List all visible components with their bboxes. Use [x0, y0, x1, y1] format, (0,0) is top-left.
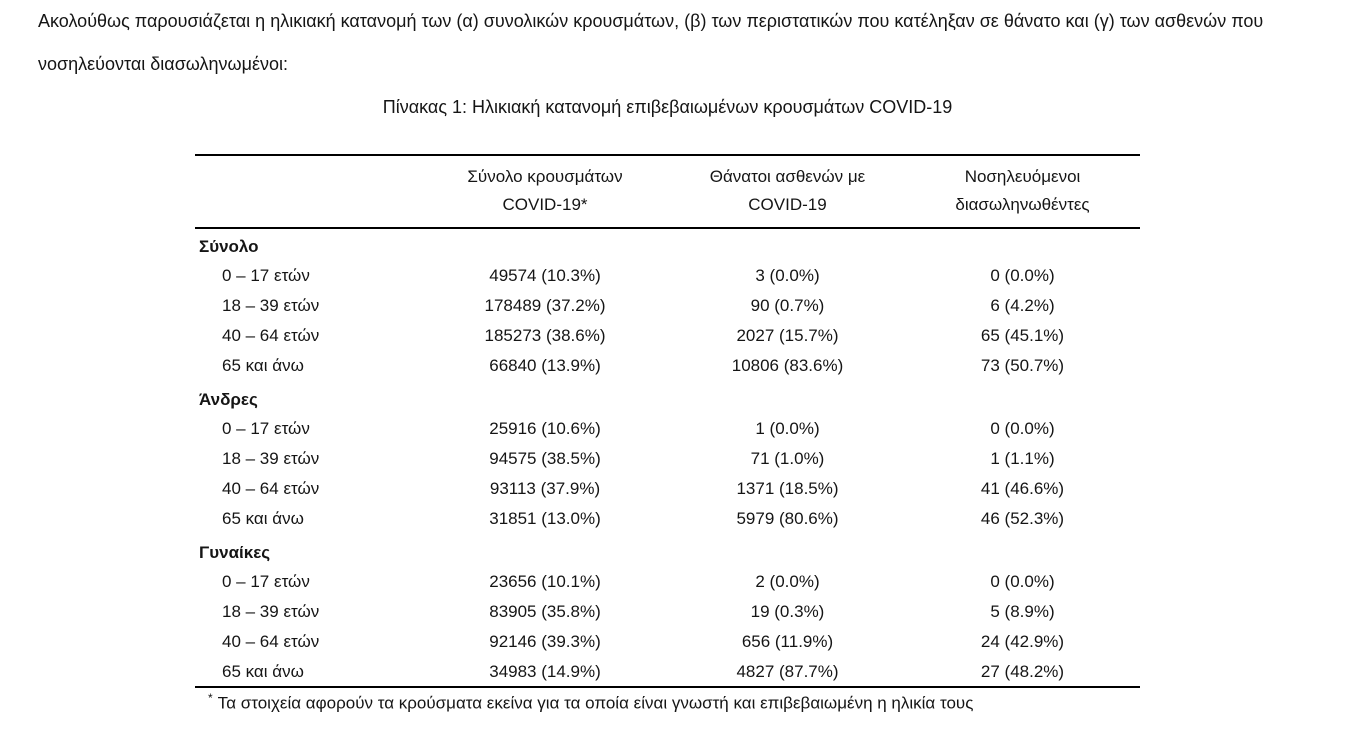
col-header-intubated-line1: Νοσηλευόμενοι	[964, 167, 1081, 186]
deaths-cell: 2027 (15.7%)	[736, 326, 839, 345]
table-block: Σύνολο κρουσμάτων COVID-19* Θάνατοι ασθε…	[195, 154, 1140, 714]
intubated-cell: 0 (0.0%)	[990, 266, 1055, 285]
col-header-total-cases-line2: COVID-19*	[502, 195, 588, 214]
age-cell: 40 – 64 ετών	[222, 632, 320, 651]
col-header-deaths: Θάνατοι ασθενών με COVID-19	[670, 155, 905, 229]
table-row: 40 – 64 ετών 185273 (38.6%) 2027 (15.7%) 65…	[195, 321, 1140, 351]
covid-age-distribution-table: Σύνολο κρουσμάτων COVID-19* Θάνατοι ασθε…	[195, 154, 1140, 688]
age-cell: 40 – 64 ετών	[222, 479, 320, 498]
col-header-age	[195, 155, 420, 229]
table-row: 18 – 39 ετών 94575 (38.5%) 71 (1.0%) 1 (1.1…	[195, 444, 1140, 474]
total-cases-cell: 66840 (13.9%)	[489, 356, 601, 375]
table-row: 65 και άνω 31851 (13.0%) 5979 (80.6%) 46 (5…	[195, 504, 1140, 534]
footnote-asterisk-marker: *	[208, 691, 213, 705]
table-row: 40 – 64 ετών 93113 (37.9%) 1371 (18.5%) 41 …	[195, 474, 1140, 504]
col-header-intubated-line2: διασωληνωθέντες	[955, 195, 1090, 214]
deaths-cell: 3 (0.0%)	[755, 266, 820, 285]
intubated-cell: 24 (42.9%)	[980, 632, 1065, 651]
deaths-cell: 10806 (83.6%)	[731, 356, 844, 375]
age-cell: 18 – 39 ετών	[222, 449, 320, 468]
deaths-cell: 2 (0.0%)	[755, 572, 820, 591]
intubated-cell: 5 (8.9%)	[990, 602, 1055, 621]
intubated-cell: 1 (1.1%)	[990, 449, 1055, 468]
intubated-cell: 46 (52.3%)	[980, 509, 1065, 528]
total-cases-cell: 83905 (35.8%)	[489, 602, 601, 621]
total-cases-cell: 49574 (10.3%)	[489, 266, 601, 285]
deaths-cell: 1 (0.0%)	[755, 419, 820, 438]
section-label: Γυναίκες	[199, 542, 271, 562]
table-footnote: * Τα στοιχεία αφορούν τα κρούσματα εκείνα…	[195, 691, 1140, 714]
age-cell: 65 και άνω	[222, 356, 304, 375]
total-cases-cell: 178489 (37.2%)	[484, 296, 606, 315]
table-row: 40 – 64 ετών 92146 (39.3%) 656 (11.9%) 24 (…	[195, 627, 1140, 657]
deaths-cell: 90 (0.7%)	[750, 296, 825, 315]
table-row: 18 – 39 ετών 178489 (37.2%) 90 (0.7%) 6 (4.…	[195, 291, 1140, 321]
total-cases-cell: 94575 (38.5%)	[489, 449, 601, 468]
deaths-cell: 4827 (87.7%)	[736, 661, 839, 681]
deaths-cell: 19 (0.3%)	[750, 602, 825, 621]
section-label: Σύνολο	[199, 237, 259, 256]
table-title: Πίνακας 1: Ηλικιακή κατανομή επιβεβαιωμέ…	[382, 97, 953, 117]
table-row: 18 – 39 ετών 83905 (35.8%) 19 (0.3%) 5 (8.9…	[195, 597, 1140, 627]
age-cell: 65 και άνω	[222, 661, 304, 681]
deaths-cell: 5979 (80.6%)	[736, 509, 839, 528]
total-cases-cell: 31851 (13.0%)	[489, 509, 601, 528]
section-header-row: Άνδρες	[195, 381, 1140, 414]
footnote-text: Τα στοιχεία αφορούν τα κρούσματα εκείνα …	[217, 693, 974, 713]
age-cell: 40 – 64 ετών	[222, 326, 320, 345]
deaths-cell: 71 (1.0%)	[750, 449, 825, 468]
section-header-row: Σύνολο	[195, 228, 1140, 261]
total-cases-cell: 34983 (14.9%)	[489, 661, 601, 681]
table-header-row: Σύνολο κρουσμάτων COVID-19* Θάνατοι ασθε…	[195, 155, 1140, 229]
section-header-row: Γυναίκες	[195, 534, 1140, 567]
age-cell: 18 – 39 ετών	[222, 602, 320, 621]
age-cell: 18 – 39 ετών	[222, 296, 320, 315]
table-body: Σύνολο 0 – 17 ετών 49574 (10.3%) 3 (0.0%) 0 …	[195, 228, 1140, 687]
age-cell: 65 και άνω	[222, 509, 304, 528]
table-row: 65 και άνω 34983 (14.9%) 4827 (87.7%) 27 (4…	[195, 657, 1140, 687]
intubated-cell: 6 (4.2%)	[990, 296, 1055, 315]
section-label: Άνδρες	[199, 389, 258, 409]
col-header-intubated: Νοσηλευόμενοι διασωληνωθέντες	[905, 155, 1140, 229]
intubated-cell: 0 (0.0%)	[990, 572, 1055, 591]
table-row: 0 – 17 ετών 23656 (10.1%) 2 (0.0%) 0 (0.0%)	[195, 567, 1140, 597]
total-cases-cell: 92146 (39.3%)	[489, 632, 601, 651]
age-cell: 0 – 17 ετών	[222, 266, 310, 285]
total-cases-cell: 93113 (37.9%)	[489, 479, 601, 498]
table-row: 0 – 17 ετών 25916 (10.6%) 1 (0.0%) 0 (0.0%)	[195, 414, 1140, 444]
intro-paragraph: Ακολούθως παρουσιάζεται η ηλικιακή καταν…	[38, 11, 1264, 74]
total-cases-cell: 23656 (10.1%)	[489, 572, 601, 591]
table-row: 0 – 17 ετών 49574 (10.3%) 3 (0.0%) 0 (0.0%)	[195, 261, 1140, 291]
table-header: Σύνολο κρουσμάτων COVID-19* Θάνατοι ασθε…	[195, 155, 1140, 229]
intubated-cell: 65 (45.1%)	[980, 326, 1065, 345]
col-header-total-cases-line1: Σύνολο κρουσμάτων	[467, 167, 623, 186]
total-cases-cell: 25916 (10.6%)	[489, 419, 601, 438]
age-cell: 0 – 17 ετών	[222, 572, 310, 591]
deaths-cell: 1371 (18.5%)	[736, 479, 839, 498]
deaths-cell: 656 (11.9%)	[741, 632, 834, 651]
table-row: 65 και άνω 66840 (13.9%) 10806 (83.6%) 73 (…	[195, 351, 1140, 381]
intubated-cell: 41 (46.6%)	[980, 479, 1065, 498]
age-cell: 0 – 17 ετών	[222, 419, 310, 438]
intubated-cell: 27 (48.2%)	[980, 661, 1065, 681]
intubated-cell: 73 (50.7%)	[980, 356, 1065, 375]
total-cases-cell: 185273 (38.6%)	[484, 326, 606, 345]
col-header-deaths-line1: Θάνατοι ασθενών με	[709, 167, 866, 186]
intubated-cell: 0 (0.0%)	[990, 419, 1055, 438]
col-header-total-cases: Σύνολο κρουσμάτων COVID-19*	[420, 155, 670, 229]
col-header-deaths-line2: COVID-19	[748, 195, 827, 214]
